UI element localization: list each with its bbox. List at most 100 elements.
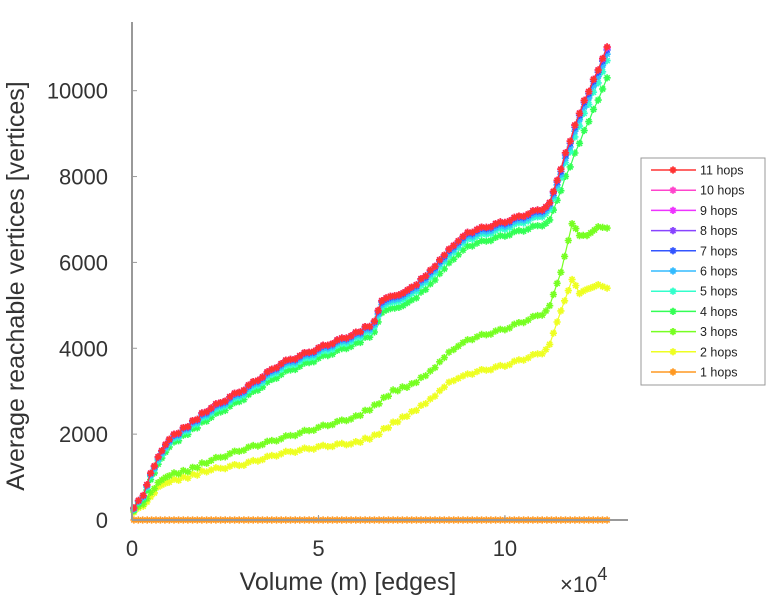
data-point — [370, 431, 378, 439]
data-point — [324, 341, 332, 349]
data-point — [310, 347, 318, 355]
legend-marker — [669, 206, 677, 214]
data-point — [217, 464, 225, 472]
data-point — [175, 476, 183, 484]
data-point — [417, 373, 425, 382]
data-point — [580, 126, 588, 135]
data-point — [286, 355, 295, 363]
data-point — [272, 452, 281, 460]
data-point — [291, 432, 299, 440]
data-point — [599, 282, 607, 291]
data-point — [162, 479, 170, 487]
data-point — [296, 352, 304, 360]
data-point — [575, 109, 584, 117]
data-point — [564, 236, 572, 245]
data-point — [226, 450, 234, 458]
data-point — [254, 376, 262, 384]
data-point — [422, 285, 430, 294]
data-point — [482, 223, 490, 231]
data-point — [338, 439, 346, 447]
data-point — [189, 417, 197, 425]
legend-marker — [669, 267, 677, 275]
data-point — [549, 206, 557, 214]
data-point — [583, 232, 591, 240]
legend-marker — [669, 348, 677, 356]
data-point — [575, 116, 584, 124]
data-point — [378, 309, 386, 317]
data-point — [394, 418, 402, 426]
legend: 11 hops 10 hops 9 hops 8 hops 7 hops 6 hops 5 … — [640, 157, 766, 386]
data-point — [580, 109, 588, 117]
data-point — [557, 307, 565, 315]
data-point — [473, 225, 481, 233]
legend-item: 9 hops — [651, 204, 738, 218]
data-point — [319, 421, 327, 429]
data-point — [338, 345, 346, 353]
legend-label: 8 hops — [700, 224, 738, 238]
data-point — [314, 423, 323, 431]
data-point — [506, 231, 514, 239]
data-point — [203, 459, 211, 467]
data-point — [538, 222, 546, 230]
legend-label: 11 hops — [700, 164, 744, 178]
legend-item: 8 hops — [651, 224, 738, 238]
data-point — [542, 345, 550, 354]
data-point — [589, 82, 598, 90]
data-point — [478, 237, 486, 245]
data-point — [300, 359, 309, 367]
data-point — [179, 466, 187, 475]
data-point — [571, 133, 579, 141]
data-point — [217, 399, 225, 407]
data-point — [154, 483, 162, 491]
data-point — [561, 297, 569, 305]
data-point — [165, 478, 173, 486]
data-point — [382, 294, 390, 302]
data-point — [221, 465, 229, 473]
data-point — [403, 286, 411, 294]
data-point — [386, 292, 394, 300]
data-point — [538, 206, 546, 214]
data-point — [342, 417, 350, 425]
data-point — [524, 316, 532, 324]
data-point — [263, 452, 271, 460]
data-point — [482, 331, 490, 339]
data-point — [370, 401, 378, 409]
data-point — [445, 245, 453, 253]
data-point — [395, 303, 403, 311]
data-point — [391, 292, 399, 300]
data-point — [212, 400, 220, 408]
x-tick-label: 0 — [126, 536, 138, 561]
data-point — [314, 354, 323, 362]
data-point — [468, 370, 476, 378]
data-point — [549, 187, 557, 196]
data-point — [501, 232, 509, 240]
data-point — [572, 281, 580, 290]
data-point — [585, 87, 593, 96]
data-point — [342, 441, 350, 449]
data-point — [193, 415, 201, 423]
data-point — [585, 100, 593, 108]
data-point — [221, 406, 229, 415]
data-point — [496, 232, 504, 240]
data-point — [590, 283, 598, 291]
data-point — [440, 383, 448, 391]
data-point — [382, 306, 390, 314]
data-point — [417, 401, 425, 409]
data-point — [534, 311, 542, 320]
data-point — [566, 143, 574, 151]
data-point — [515, 356, 523, 364]
data-point — [422, 372, 430, 380]
data-point — [361, 323, 369, 331]
data-point — [328, 350, 337, 358]
data-point — [272, 374, 281, 382]
data-point — [272, 437, 281, 445]
data-point — [459, 339, 467, 347]
legend-marker — [669, 287, 677, 295]
data-point — [263, 368, 271, 376]
data-point — [226, 402, 234, 410]
data-point — [384, 392, 392, 400]
data-point — [546, 340, 554, 348]
data-point — [575, 290, 584, 298]
data-point — [370, 328, 378, 336]
x-tick-label: 5 — [312, 536, 324, 561]
